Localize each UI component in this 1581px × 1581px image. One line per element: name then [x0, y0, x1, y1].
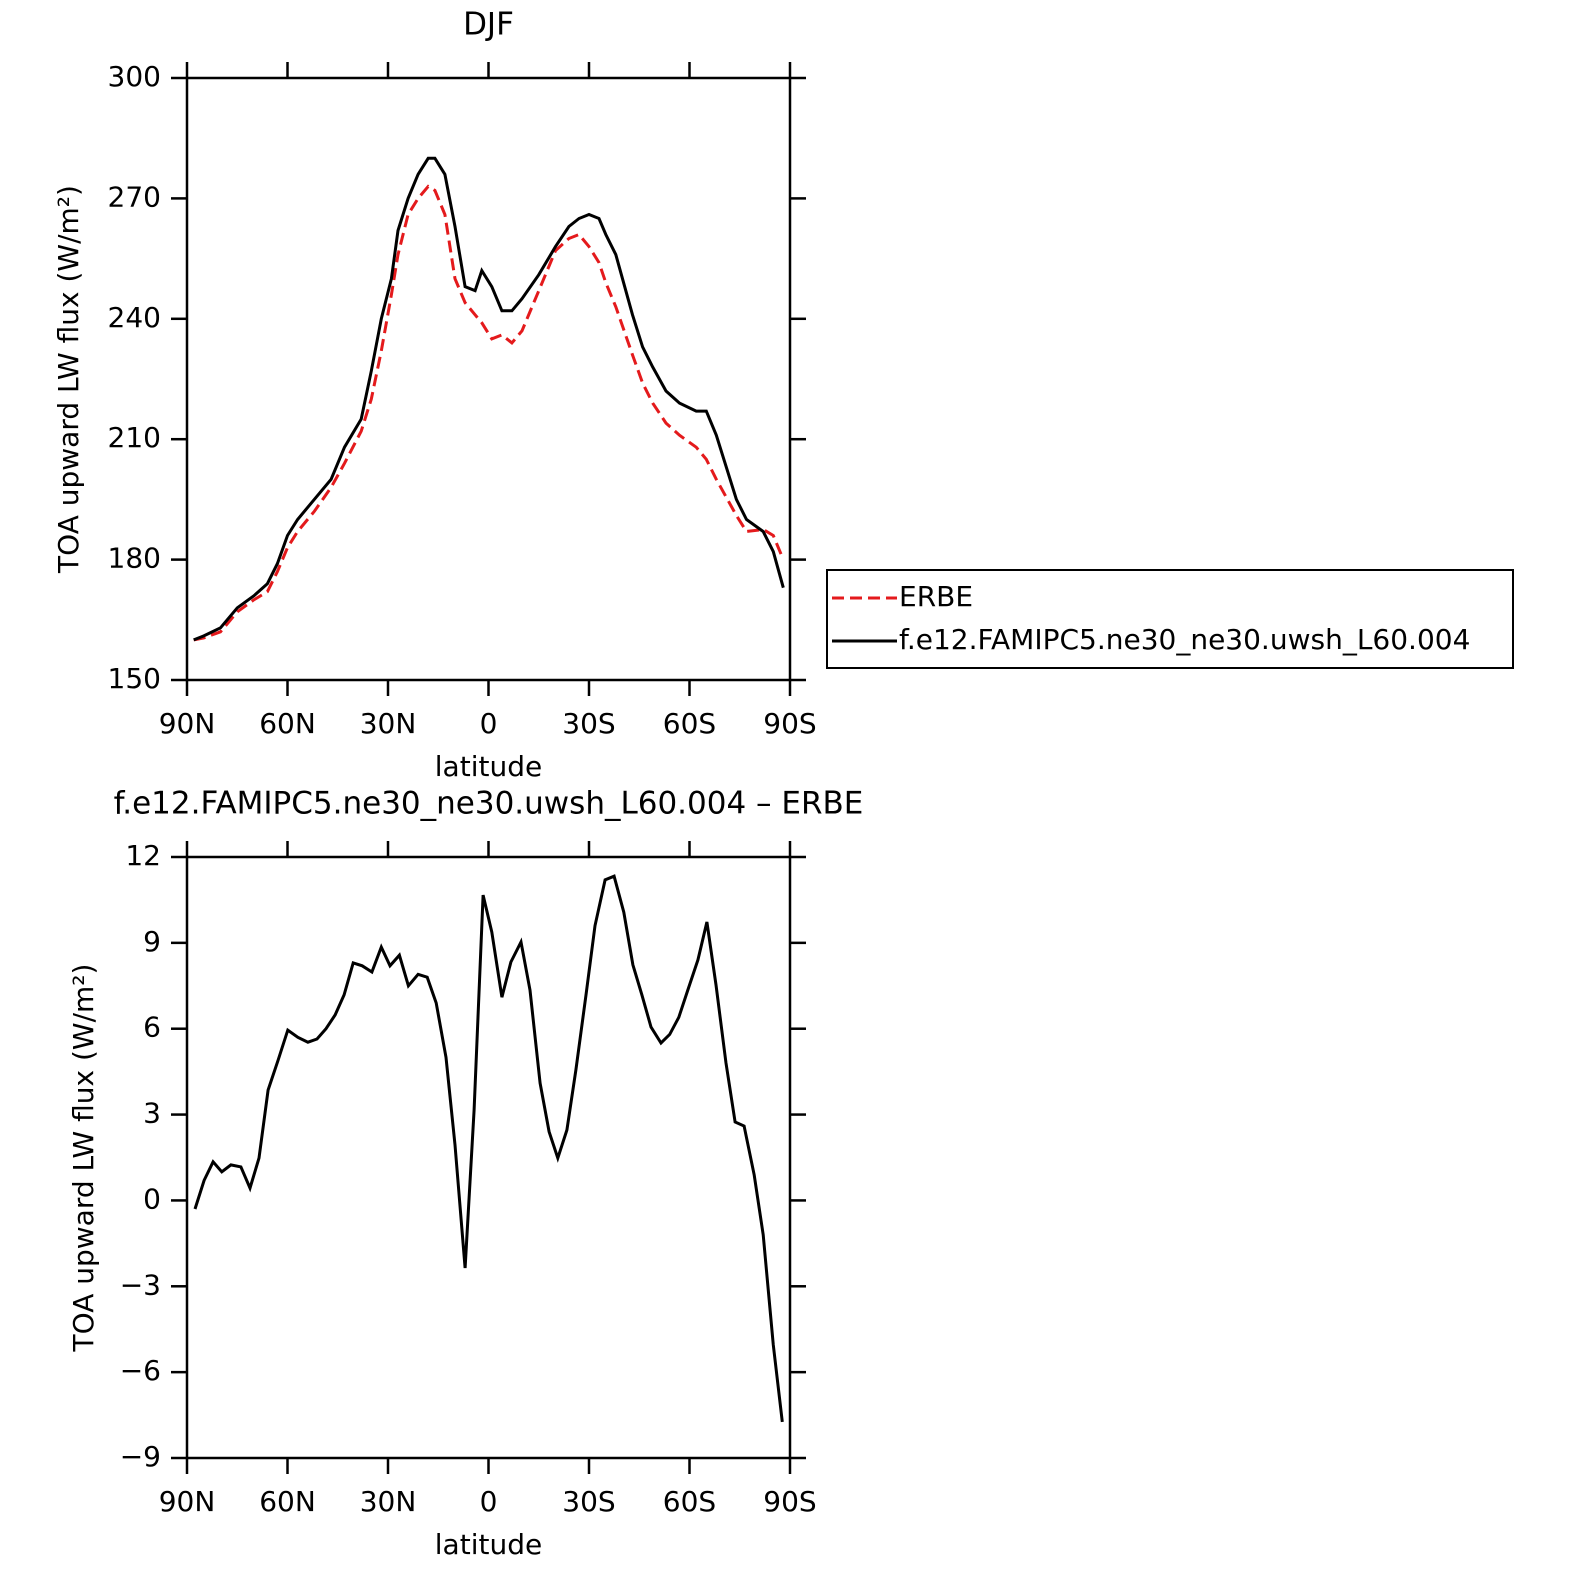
x-tick-label: 90N: [159, 707, 216, 740]
y-tick-label: 9: [143, 925, 161, 958]
x-axis-label: latitude: [435, 1528, 542, 1561]
data-line: [193, 184, 785, 642]
x-tick-label: 60S: [663, 1485, 716, 1518]
legend-label: ERBE: [899, 580, 973, 613]
x-tick-label: 30S: [562, 707, 615, 740]
y-tick-label: 12: [125, 839, 161, 872]
data-line: [193, 156, 785, 642]
x-tick-label: 30S: [562, 1485, 615, 1518]
plot-frame: [185, 76, 792, 682]
y-tick-label: 210: [108, 421, 161, 454]
y-axis-label: TOA upward LW flux (W/m²): [67, 964, 100, 1353]
x-tick-label: 90S: [763, 707, 816, 740]
x-tick-label: 60S: [663, 707, 716, 740]
x-tick-label: 30N: [360, 707, 417, 740]
y-tick-label: −3: [120, 1268, 161, 1301]
y-tick-label: 6: [143, 1011, 161, 1044]
chart-title: DJF: [463, 7, 514, 43]
legend-label: f.e12.FAMIPC5.ne30_ne30.uwsh_L60.004: [899, 623, 1470, 656]
y-tick-label: 240: [108, 301, 161, 334]
chart-title: f.e12.FAMIPC5.ne30_ne30.uwsh_L60.004 – E…: [114, 786, 864, 822]
y-tick-label: 270: [108, 180, 161, 213]
y-tick-label: 180: [108, 542, 161, 575]
y-tick-label: −6: [120, 1354, 161, 1387]
x-tick-label: 30N: [360, 1485, 417, 1518]
x-tick-label: 90S: [763, 1485, 816, 1518]
data-line: [193, 874, 784, 1423]
x-tick-label: 0: [480, 707, 498, 740]
x-axis-label: latitude: [435, 750, 542, 783]
y-axis-label: TOA upward LW flux (W/m²): [52, 185, 85, 574]
x-tick-label: 60N: [259, 707, 316, 740]
x-tick-label: 0: [480, 1485, 498, 1518]
x-tick-label: 90N: [159, 1485, 216, 1518]
y-tick-label: 3: [143, 1097, 161, 1130]
y-tick-label: −9: [120, 1440, 161, 1473]
legend-box: [826, 569, 1514, 669]
y-tick-label: 300: [108, 60, 161, 93]
x-tick-label: 60N: [259, 1485, 316, 1518]
y-tick-label: 150: [108, 662, 161, 695]
y-tick-label: 0: [143, 1182, 161, 1215]
